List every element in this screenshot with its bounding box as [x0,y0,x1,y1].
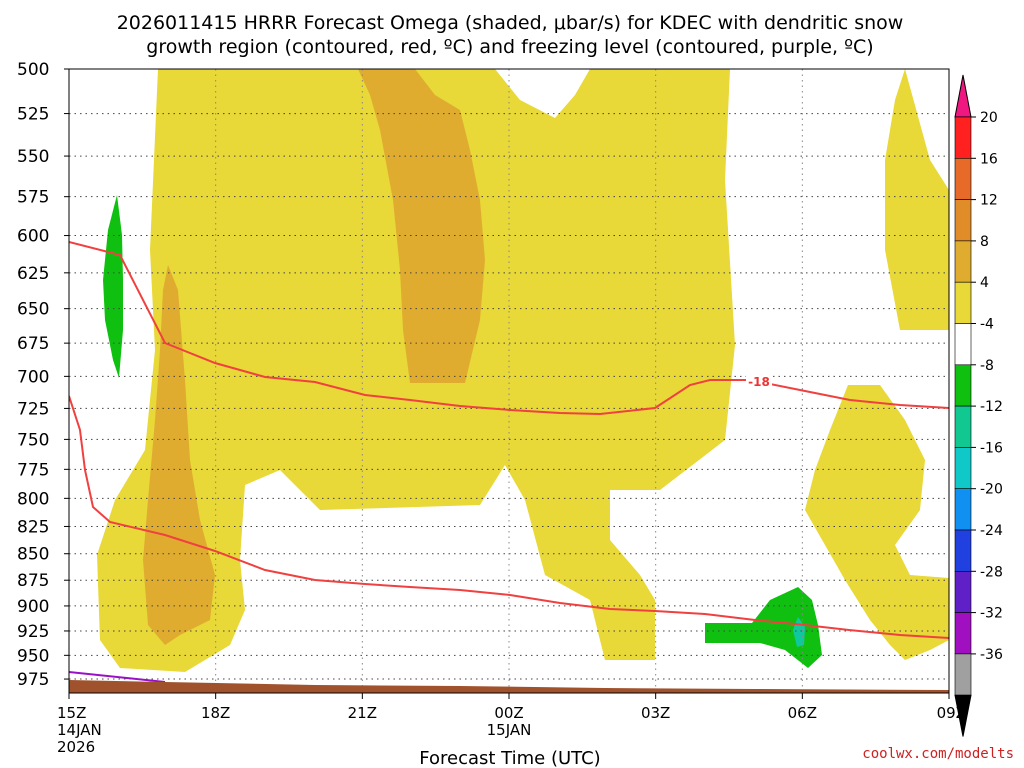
credit-text: coolwx.com/modelts [862,746,1014,762]
colorbar-swatch [954,158,972,200]
x-tick-label: 00Z [494,704,523,722]
y-tick-label: 975 [17,670,49,690]
colorbar-label: -36 [980,647,1003,663]
y-tick-label: 925 [17,622,49,642]
colorbar-swatch [954,116,972,159]
y-tick-label: 850 [17,545,49,565]
x-tick-label: 21Z [348,704,377,722]
colorbar-swatch [954,529,972,572]
omega-region-green [103,195,123,378]
grid-lines [69,69,949,693]
colorbar-top-arrow [954,74,972,118]
contour-label: -18 [748,375,770,389]
omega-region-orange-2 [143,265,215,645]
colorbar-label: -12 [980,399,1003,415]
y-tick-label: 525 [17,105,49,125]
x-tick-date: 14JAN [57,721,102,739]
plot-area [69,69,949,693]
y-tick-label: 550 [17,147,49,167]
colorbar-label: -32 [980,606,1003,622]
y-tick-label: 800 [17,489,49,509]
colorbar-swatch [954,447,972,489]
y-tick-label: 900 [17,597,49,617]
y-tick-label: 650 [17,300,49,320]
colorbar-label: 4 [980,275,989,291]
contour-freezing-level [69,671,166,683]
x-tick-label: 06Z [788,704,817,722]
contour-dgz-upper [69,241,949,416]
colorbar-label: -8 [980,358,994,374]
colorbar-label: -24 [980,523,1003,539]
contour-label-bg [746,374,772,388]
y-tick-label: 725 [17,399,49,419]
y-tick-label: 875 [17,571,49,591]
y-tick-label: 950 [17,646,49,666]
colorbar-swatch [954,281,972,324]
colorbar: 20 16 12 8 4 -4 -8 -12 -16 -20 -24 -28 -32 -36 [954,74,1003,737]
contour-dgz-lower [69,395,949,639]
colorbar-swatch [954,653,972,696]
y-tick-label: 750 [17,430,49,450]
chart-title-line2: growth region (contoured, red, ºC) and f… [146,36,873,58]
colorbar-label: -4 [980,317,994,333]
y-tick-label: 700 [17,367,49,387]
colorbar-label: -20 [980,482,1003,498]
y-tick-label: 775 [17,460,49,480]
x-tick-year: 2026 [57,738,95,756]
y-tick-label: 825 [17,517,49,537]
terrain-ground [69,680,949,693]
omega-region-orange [358,69,485,383]
colorbar-label: 16 [980,151,998,167]
chart-title-line1: 2026011415 HRRR Forecast Omega (shaded, … [117,12,904,34]
y-tick-label: 600 [17,227,49,247]
omega-region-yellow-3 [805,385,949,660]
colorbar-label: -16 [980,440,1003,456]
colorbar-swatch [954,199,972,242]
omega-region-green-2 [705,587,822,668]
colorbar-swatch [954,240,972,283]
x-tick-date: 15JAN [487,721,532,739]
colorbar-swatch [954,405,972,448]
x-axis-label: Forecast Time (UTC) [419,748,600,768]
colorbar-swatch [954,570,972,613]
y-tick-label: 675 [17,334,49,354]
y-tick-label: 625 [17,264,49,284]
colorbar-label: 20 [980,110,998,126]
colorbar-label: 8 [980,234,989,250]
y-tick-label: 500 [17,60,49,80]
colorbar-label: 12 [980,193,998,209]
omega-region-yellow-2 [885,69,949,330]
colorbar-swatch [954,323,972,366]
x-tick-label: 18Z [201,704,230,722]
x-tick-label: 15Z [57,704,86,722]
colorbar-bottom-arrow [954,694,972,737]
colorbar-swatch [954,612,972,655]
colorbar-label: -28 [980,564,1003,580]
x-tick-label: 03Z [641,704,670,722]
colorbar-swatch [954,488,972,531]
colorbar-swatch [954,364,972,407]
y-axis: 500 525 550 575 600 625 650 675 700 725 750 775 800 8… [17,60,69,690]
y-tick-label: 575 [17,188,49,208]
